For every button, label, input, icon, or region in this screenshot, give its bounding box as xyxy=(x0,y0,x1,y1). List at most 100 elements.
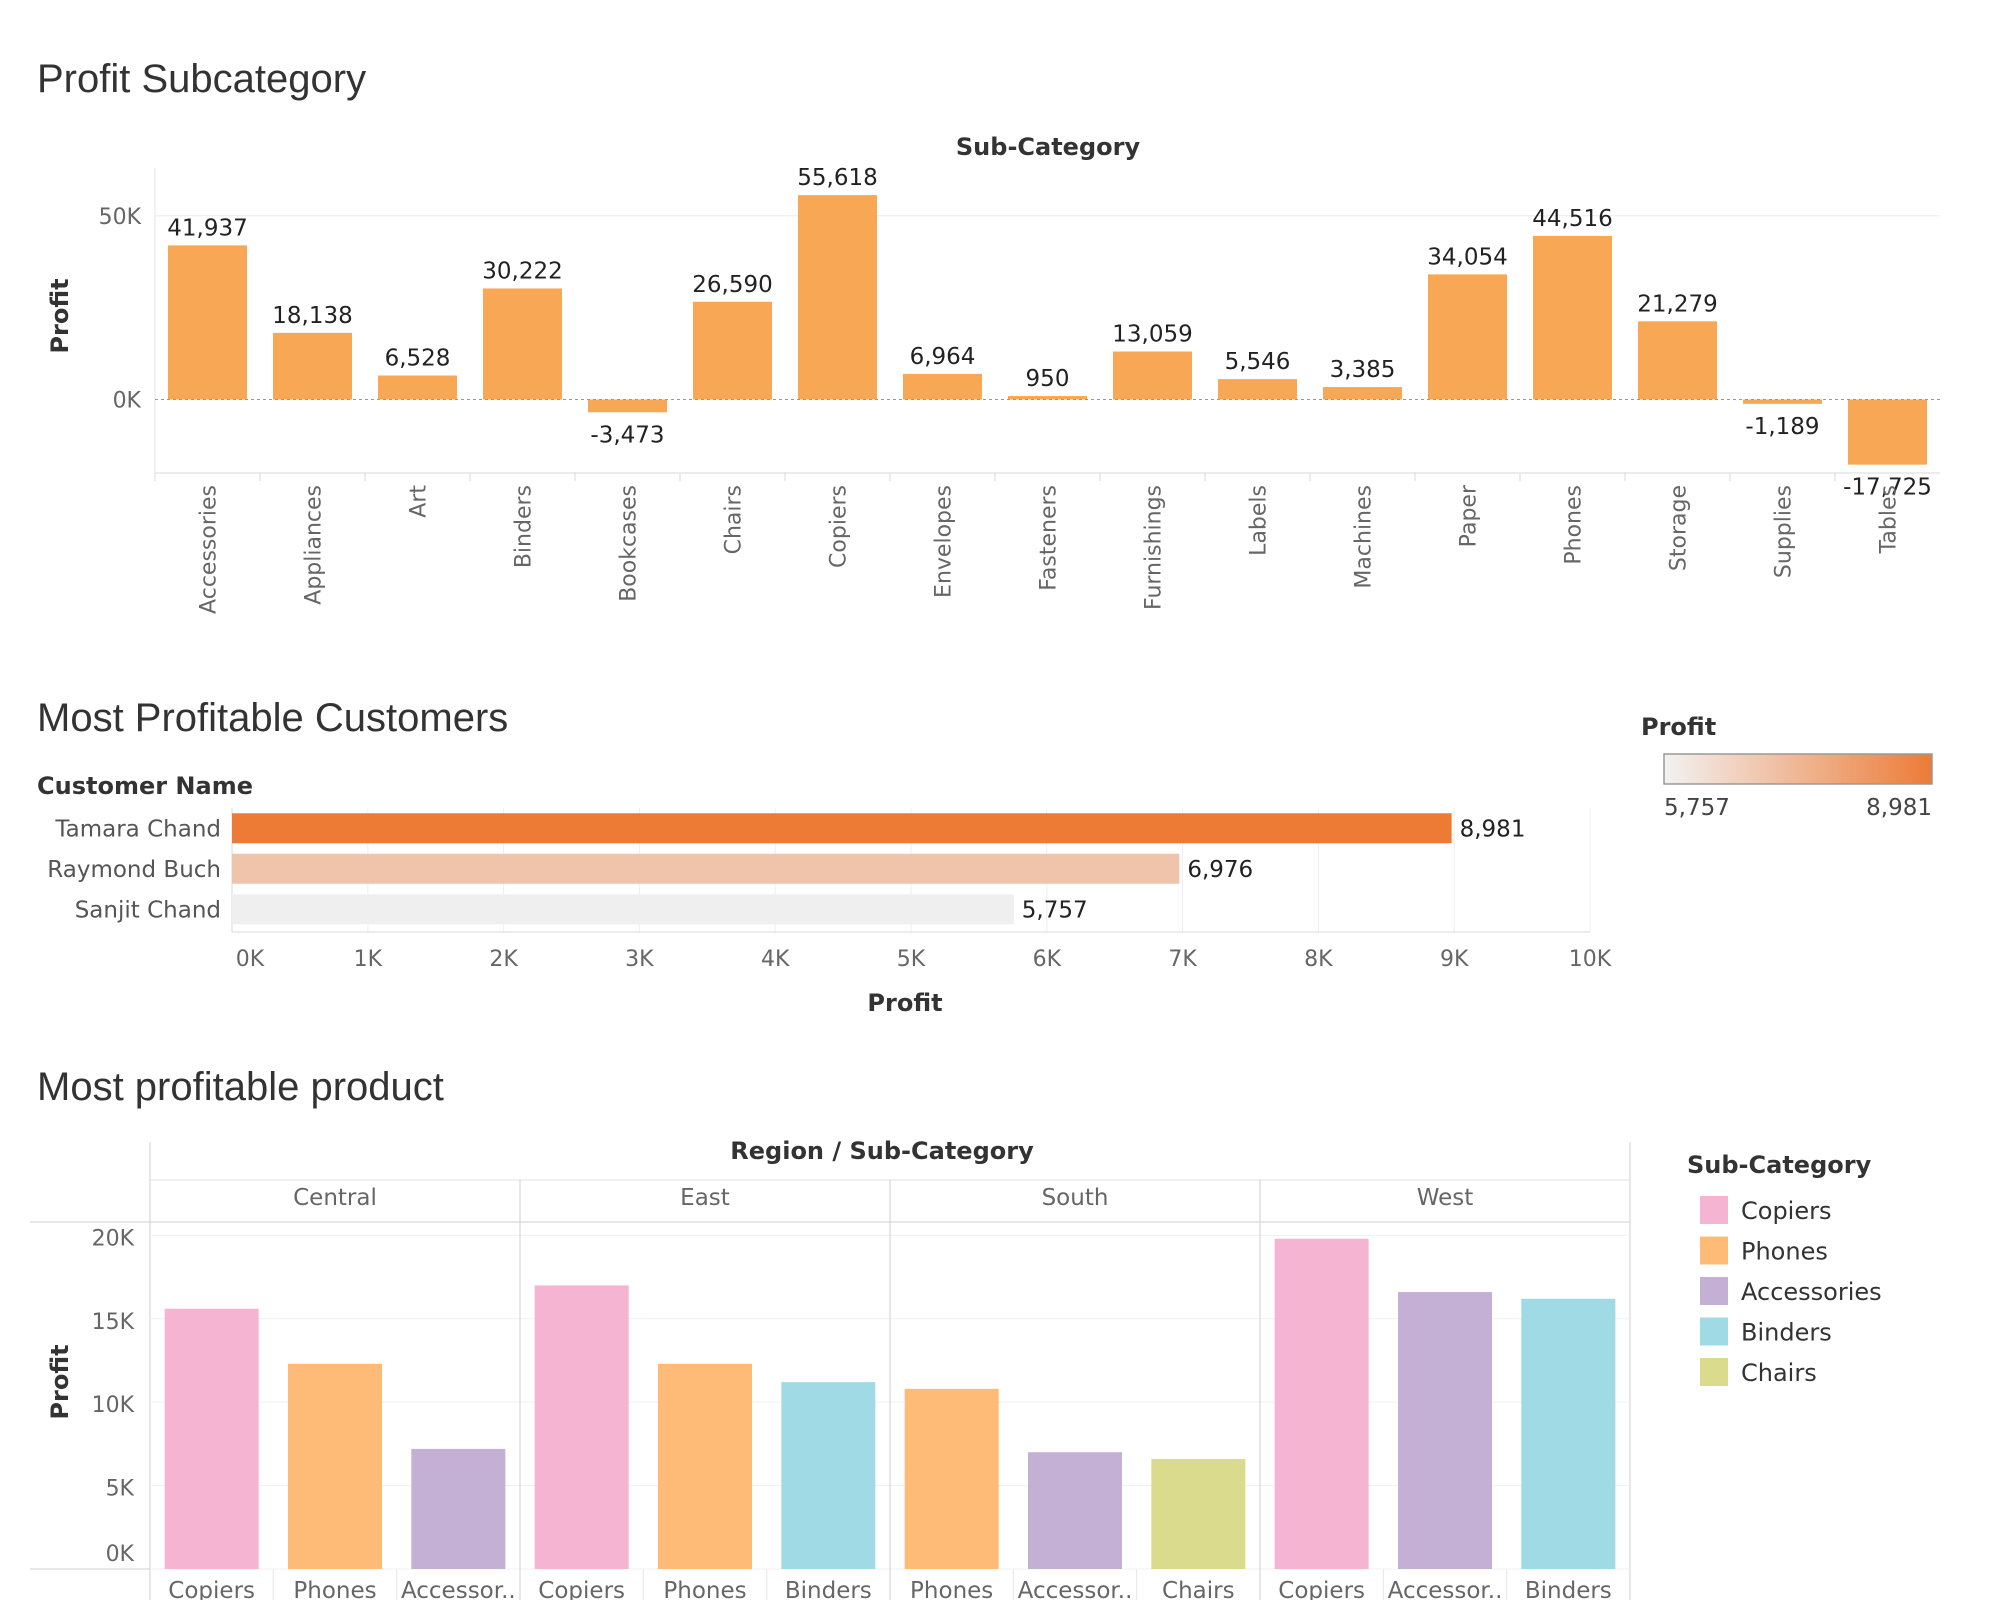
chart1-bar xyxy=(903,373,982,400)
chart2-x-tick-label: 5K xyxy=(897,947,926,972)
chart1-bar xyxy=(693,301,772,400)
chart1-x-tick-label: Paper xyxy=(1457,484,1482,547)
chart1-x-tick-label: Art xyxy=(407,485,432,518)
chart3-bar xyxy=(534,1285,629,1569)
chart2-legend-max-label: 8,981 xyxy=(1866,795,1932,821)
chart2-data-label: 8,981 xyxy=(1460,816,1526,842)
chart2-y-tick-label: Sanjit Chand xyxy=(75,897,221,923)
chart2-legend-min-label: 5,757 xyxy=(1664,795,1730,821)
chart3-bar xyxy=(658,1363,752,1569)
chart1-bar xyxy=(798,195,877,400)
chart1-bar xyxy=(1428,274,1507,400)
chart3-bar xyxy=(1398,1292,1492,1569)
chart1-x-tick-label: Storage xyxy=(1667,485,1692,571)
chart1-data-label: 6,528 xyxy=(385,346,451,372)
chart1-bar xyxy=(1848,399,1927,465)
chart3-legend-label: Copiers xyxy=(1741,1197,1831,1225)
chart2-x-label: Profit xyxy=(867,989,942,1017)
chart1-bar xyxy=(1323,387,1402,400)
chart1-x-tick-label: Bookcases xyxy=(617,485,642,602)
chart1-data-label: 34,054 xyxy=(1427,244,1507,270)
chart3-x-tick-label: Phones xyxy=(293,1578,376,1600)
chart1-bar xyxy=(588,399,667,413)
chart3-x-header: Region / Sub-Category xyxy=(730,1137,1034,1165)
chart1-data-label: 55,618 xyxy=(797,165,877,191)
chart3-x-tick-label: Binders xyxy=(785,1578,872,1600)
chart3-x-tick-label: Binders xyxy=(1525,1578,1612,1600)
chart3-y-tick-label: 5K xyxy=(106,1477,135,1502)
chart1-data-label: 950 xyxy=(1026,366,1070,392)
chart3-x-tick-label: Copiers xyxy=(538,1578,625,1600)
chart3-x-tick-label: Chairs xyxy=(1162,1578,1235,1600)
chart1-bar xyxy=(168,245,247,400)
chart2-x-tick-label: 6K xyxy=(1033,947,1062,972)
chart2-y-tick-label: Raymond Buch xyxy=(47,857,221,883)
chart3-x-tick-label: Copiers xyxy=(1278,1578,1365,1600)
chart1-y-label: Profit xyxy=(46,278,74,353)
chart1-x-tick-label: Accessories xyxy=(197,485,222,614)
chart2-y-header: Customer Name xyxy=(37,772,253,800)
chart2-x-tick-label: 2K xyxy=(489,947,518,972)
chart3-x-tick-label: Accessor.. xyxy=(1018,1578,1133,1600)
chart3-legend-swatch xyxy=(1700,1358,1728,1386)
chart2-x-tick-label: 7K xyxy=(1168,947,1197,972)
chart1-bar xyxy=(1533,235,1612,400)
chart3-y-tick-label: 15K xyxy=(92,1310,135,1335)
chart3-legend-label: Binders xyxy=(1741,1319,1832,1347)
chart2-x-tick-label: 3K xyxy=(625,947,654,972)
chart3-bar xyxy=(288,1363,382,1569)
chart1-data-label: 18,138 xyxy=(272,303,352,329)
chart1-bar xyxy=(483,288,562,400)
chart3-legend-label: Chairs xyxy=(1741,1359,1817,1387)
chart1-x-tick-label: Binders xyxy=(512,485,537,568)
chart2-legend-ramp xyxy=(1663,753,1933,785)
chart3-region-label: South xyxy=(1042,1185,1109,1211)
chart1-data-label: -3,473 xyxy=(590,422,664,448)
chart1-x-tick-label: Appliances xyxy=(302,485,327,605)
chart3-x-tick-label: Accessor.. xyxy=(401,1578,516,1600)
chart1-bar xyxy=(1008,396,1087,400)
chart3-legend-swatch xyxy=(1700,1196,1728,1224)
chart1-data-label: -17,725 xyxy=(1843,475,1932,501)
chart3-legend-label: Phones xyxy=(1741,1238,1828,1266)
chart1-data-label: 41,937 xyxy=(167,215,247,241)
chart3-bar xyxy=(411,1448,506,1569)
chart2-bar xyxy=(232,813,1452,844)
chart3-y-tick-label: 0K xyxy=(106,1542,135,1567)
chart2-bar xyxy=(232,894,1014,925)
chart1-data-label: 26,590 xyxy=(692,272,772,298)
chart1-data-label: 13,059 xyxy=(1112,322,1192,348)
chart1-x-header: Sub-Category xyxy=(956,133,1141,161)
chart2-data-label: 6,976 xyxy=(1187,857,1253,883)
chart1-bar xyxy=(1638,321,1717,400)
chart1-bar xyxy=(1113,351,1192,400)
chart1-x-tick-label: Furnishings xyxy=(1142,485,1167,610)
chart1-bar xyxy=(1218,379,1297,400)
chart3-region-label: West xyxy=(1417,1185,1474,1211)
chart2-data-label: 5,757 xyxy=(1022,897,1088,923)
chart3-bar xyxy=(904,1388,999,1569)
chart3-bar xyxy=(1028,1452,1122,1569)
chart2-x-tick-label: 4K xyxy=(761,947,790,972)
chart3-title: Most profitable product xyxy=(37,1065,444,1109)
chart3-y-tick-label: 10K xyxy=(92,1393,135,1418)
chart1-data-label: 3,385 xyxy=(1330,357,1396,383)
chart3-legend-title: Sub-Category xyxy=(1687,1151,1872,1179)
chart1-data-label: 5,546 xyxy=(1225,349,1291,375)
chart2-bar xyxy=(232,853,1180,884)
chart2-title: Most Profitable Customers xyxy=(37,696,508,740)
chart2-x-tick-label: 10K xyxy=(1569,947,1612,972)
chart1-data-label: 30,222 xyxy=(482,258,562,284)
chart1-x-tick-label: Machines xyxy=(1352,485,1377,589)
chart2-y-tick-label: Tamara Chand xyxy=(54,816,221,842)
chart3-bar xyxy=(1521,1298,1616,1569)
chart3-x-tick-label: Accessor.. xyxy=(1388,1578,1503,1600)
chart1-bar xyxy=(378,375,457,400)
chart1-x-tick-label: Phones xyxy=(1562,485,1587,565)
chart3-region-label: East xyxy=(680,1185,730,1211)
chart3-bar xyxy=(164,1308,259,1569)
chart1-data-label: 6,964 xyxy=(910,344,976,370)
chart1-bar xyxy=(273,332,352,400)
chart1-x-tick-label: Fasteners xyxy=(1037,485,1062,591)
chart3-legend-swatch xyxy=(1700,1317,1728,1346)
